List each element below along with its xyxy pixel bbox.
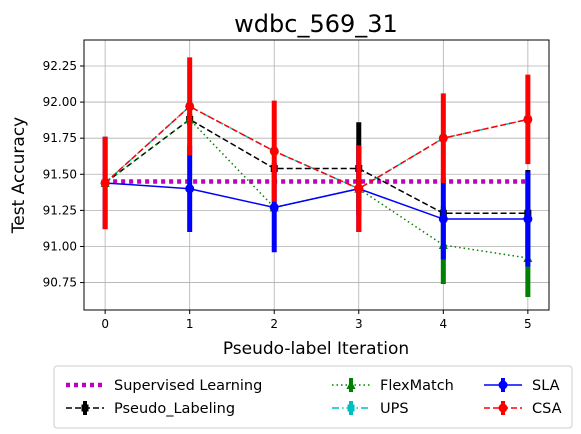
ticks: 0 1 2 3 4 5 90.75 91.00 91.25 91.50 91.75 92.00 92.2… xyxy=(43,59,532,331)
legend-item-sla: SLA xyxy=(484,378,560,394)
y-tick-label: 91.75 xyxy=(43,131,77,145)
series-line xyxy=(104,105,529,190)
data-point xyxy=(354,184,364,194)
legend-label: SLA xyxy=(532,378,560,394)
series-flexmatch xyxy=(100,113,533,298)
y-tick-label: 91.25 xyxy=(43,203,77,217)
legend-frame xyxy=(53,365,573,429)
y-tick-label: 92.25 xyxy=(43,59,77,73)
y-tick-label: 92.00 xyxy=(43,95,77,109)
legend-marker xyxy=(346,380,356,389)
series-pseudo-labeling xyxy=(101,113,532,257)
legend-item-csa: CSA xyxy=(484,401,562,417)
plot-frame xyxy=(83,39,550,311)
series-csa xyxy=(100,57,533,233)
data-point xyxy=(438,133,448,143)
data-point xyxy=(100,178,110,188)
series-line xyxy=(105,182,528,220)
legend-marker xyxy=(347,404,355,412)
series-sla xyxy=(100,136,533,267)
grid xyxy=(84,40,549,310)
data-point xyxy=(523,214,533,224)
data-point xyxy=(523,114,533,124)
y-tick-label: 91.50 xyxy=(43,167,77,181)
chart-title: wdbc_569_31 xyxy=(234,10,398,38)
x-tick-label: 3 xyxy=(355,317,363,331)
legend-item-supervised-learning: Supervised Learning xyxy=(66,378,262,394)
legend-marker xyxy=(81,404,89,412)
data-point xyxy=(185,184,195,194)
data-point xyxy=(269,146,279,156)
legend-item-ups: UPS xyxy=(332,401,409,417)
legend-marker xyxy=(498,380,508,390)
series-line xyxy=(104,105,529,190)
legend-label: Supervised Learning xyxy=(114,378,262,394)
data-point xyxy=(269,202,279,212)
data-point xyxy=(185,101,195,111)
y-tick-label: 91.00 xyxy=(43,239,77,253)
series-layer xyxy=(100,57,533,298)
legend: Supervised Learning Pseudo_Labeling FlexMa… xyxy=(53,365,573,429)
legend-item-pseudo-labeling: Pseudo_Labeling xyxy=(66,401,235,417)
y-tick-label: 90.75 xyxy=(43,276,77,290)
legend-label: UPS xyxy=(380,401,409,417)
legend-label: FlexMatch xyxy=(380,378,454,394)
x-tick-label: 5 xyxy=(524,317,532,331)
x-tick-label: 1 xyxy=(186,317,194,331)
legend-item-flexmatch: FlexMatch xyxy=(332,378,454,394)
x-tick-label: 0 xyxy=(101,317,109,331)
legend-label: CSA xyxy=(532,401,562,417)
series-line xyxy=(104,118,528,259)
series-line xyxy=(104,118,528,215)
legend-marker xyxy=(498,403,508,413)
y-axis-label: Test Accuracy xyxy=(9,117,29,235)
legend-label: Pseudo_Labeling xyxy=(114,401,235,417)
data-point xyxy=(438,214,448,224)
x-tick-label: 2 xyxy=(270,317,278,331)
x-tick-label: 4 xyxy=(439,317,447,331)
x-axis-label: Pseudo-label Iteration xyxy=(223,339,409,359)
